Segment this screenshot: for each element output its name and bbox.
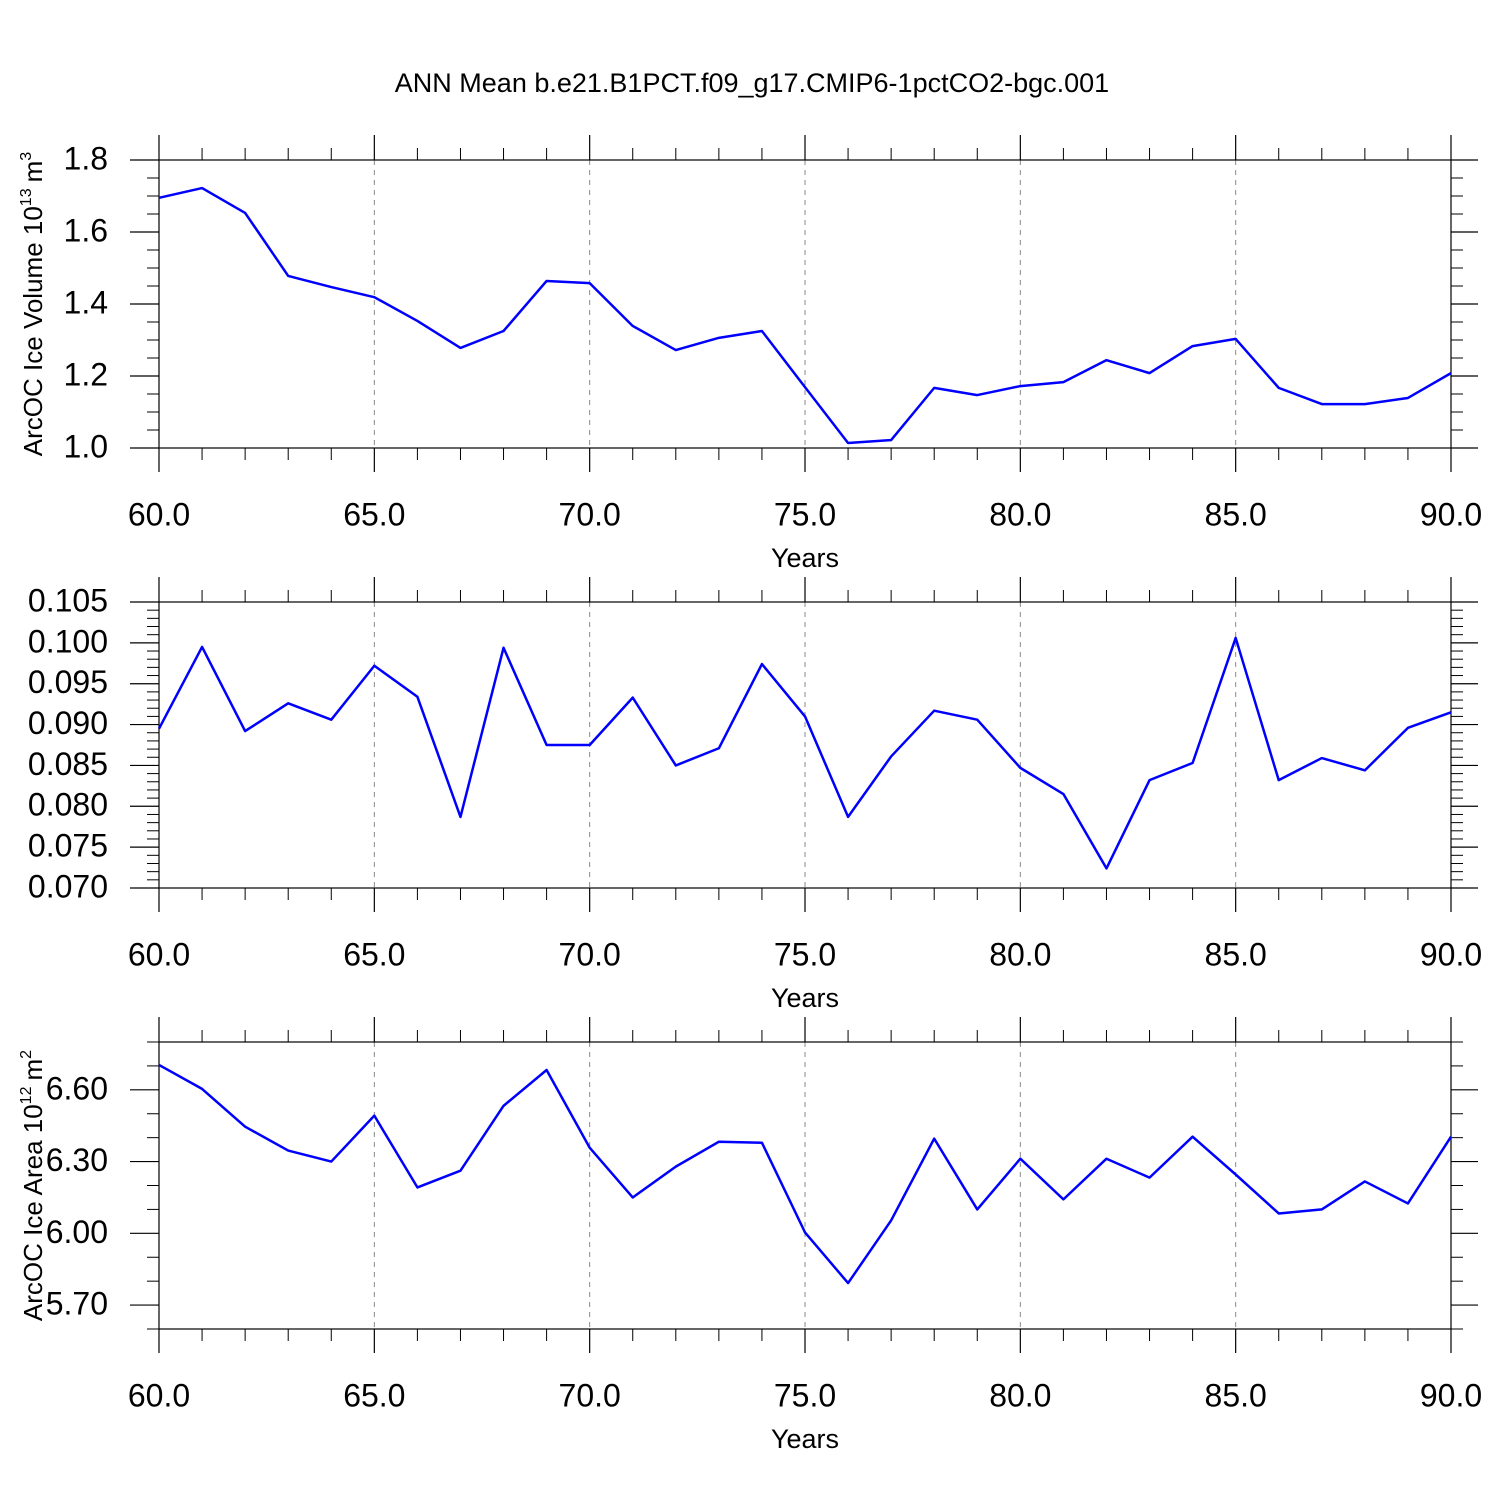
y-axis-label-text: ArcOC Ice Volume 10 [18,206,48,456]
panel: 60.0 65.0 70.0 75.0 80.0 85.0 90.0 5.70 6.00 6.30… [18,1017,1482,1454]
x-tick-label: 75.0 [774,1377,836,1413]
y-tick-label: 6.60 [46,1070,108,1106]
x-tick-label: 90.0 [1420,1377,1482,1413]
plot-frame [158,159,1452,449]
y-tick-label: 1.2 [64,356,108,392]
x-tick-label: 75.0 [774,936,836,972]
x-tick-label: 80.0 [989,496,1051,532]
x-tick-label: 90.0 [1420,496,1482,532]
x-tick-label: 65.0 [343,936,405,972]
x-tick-label: 80.0 [989,1377,1051,1413]
y-axis-label-exponent: 13 [18,188,35,206]
x-tick-label: 65.0 [343,496,405,532]
y-tick-label: 5.70 [46,1286,108,1322]
x-tick-label: 70.0 [559,936,621,972]
x-tick-label: 85.0 [1205,496,1267,532]
y-tick-label: 6.00 [46,1214,108,1250]
x-tick-label: 70.0 [559,496,621,532]
data-line [158,186,1452,445]
plot-frame [158,1041,1452,1330]
y-tick-label: 0.090 [28,705,108,741]
y-axis-label-unit: m [18,161,48,183]
x-tick-label: 60.0 [128,496,190,532]
figure-title: ANN Mean b.e21.B1PCT.f09_g17.CMIP6-1pctC… [395,68,1109,98]
x-tick-label: 65.0 [343,1377,405,1413]
x-axis-label: Years [771,1424,839,1454]
x-tick-label: 60.0 [128,1377,190,1413]
y-axis-label-unit: m [18,1059,48,1081]
y-axis-label-text: ArcOC Ice Area 10 [18,1104,48,1321]
panel: 60.0 65.0 70.0 75.0 80.0 85.0 90.0 1.0 1.2 1.4 1.6… [18,135,1482,573]
y-tick-label: 0.100 [28,623,108,659]
y-tick-label: 0.095 [28,664,108,700]
y-axis-label-unit-exponent: 3 [18,152,35,161]
x-tick-label: 85.0 [1205,936,1267,972]
y-tick-label: 0.070 [28,868,108,904]
y-tick-label: 1.0 [64,428,108,464]
y-axis-label: ArcOC Ice Volume 1013 m3 [18,152,48,456]
x-tick-label: 85.0 [1205,1377,1267,1413]
y-tick-label: 0.105 [28,582,108,618]
y-tick-label: 1.6 [64,212,108,248]
plot-frame [158,601,1452,889]
x-tick-label: 80.0 [989,936,1051,972]
y-axis-label-exponent: 12 [18,1086,35,1104]
x-tick-label: 90.0 [1420,936,1482,972]
y-axis-label: ArcOC Ice Area 1012 m2 [18,1050,48,1321]
y-axis-label-unit-exponent: 2 [18,1050,35,1059]
y-tick-label: 0.085 [28,746,108,782]
data-line [158,1063,1453,1285]
data-line [157,636,1452,870]
x-axis-label: Years [771,983,839,1013]
x-tick-label: 60.0 [128,936,190,972]
x-axis-label: Years [771,543,839,573]
y-tick-label: 0.075 [28,828,108,864]
y-tick-label: 0.080 [28,787,108,823]
x-tick-label: 70.0 [559,1377,621,1413]
y-tick-label: 1.8 [64,140,108,176]
x-tick-label: 75.0 [774,496,836,532]
y-tick-label: 6.30 [46,1142,108,1178]
y-tick-label: 1.4 [64,284,108,320]
